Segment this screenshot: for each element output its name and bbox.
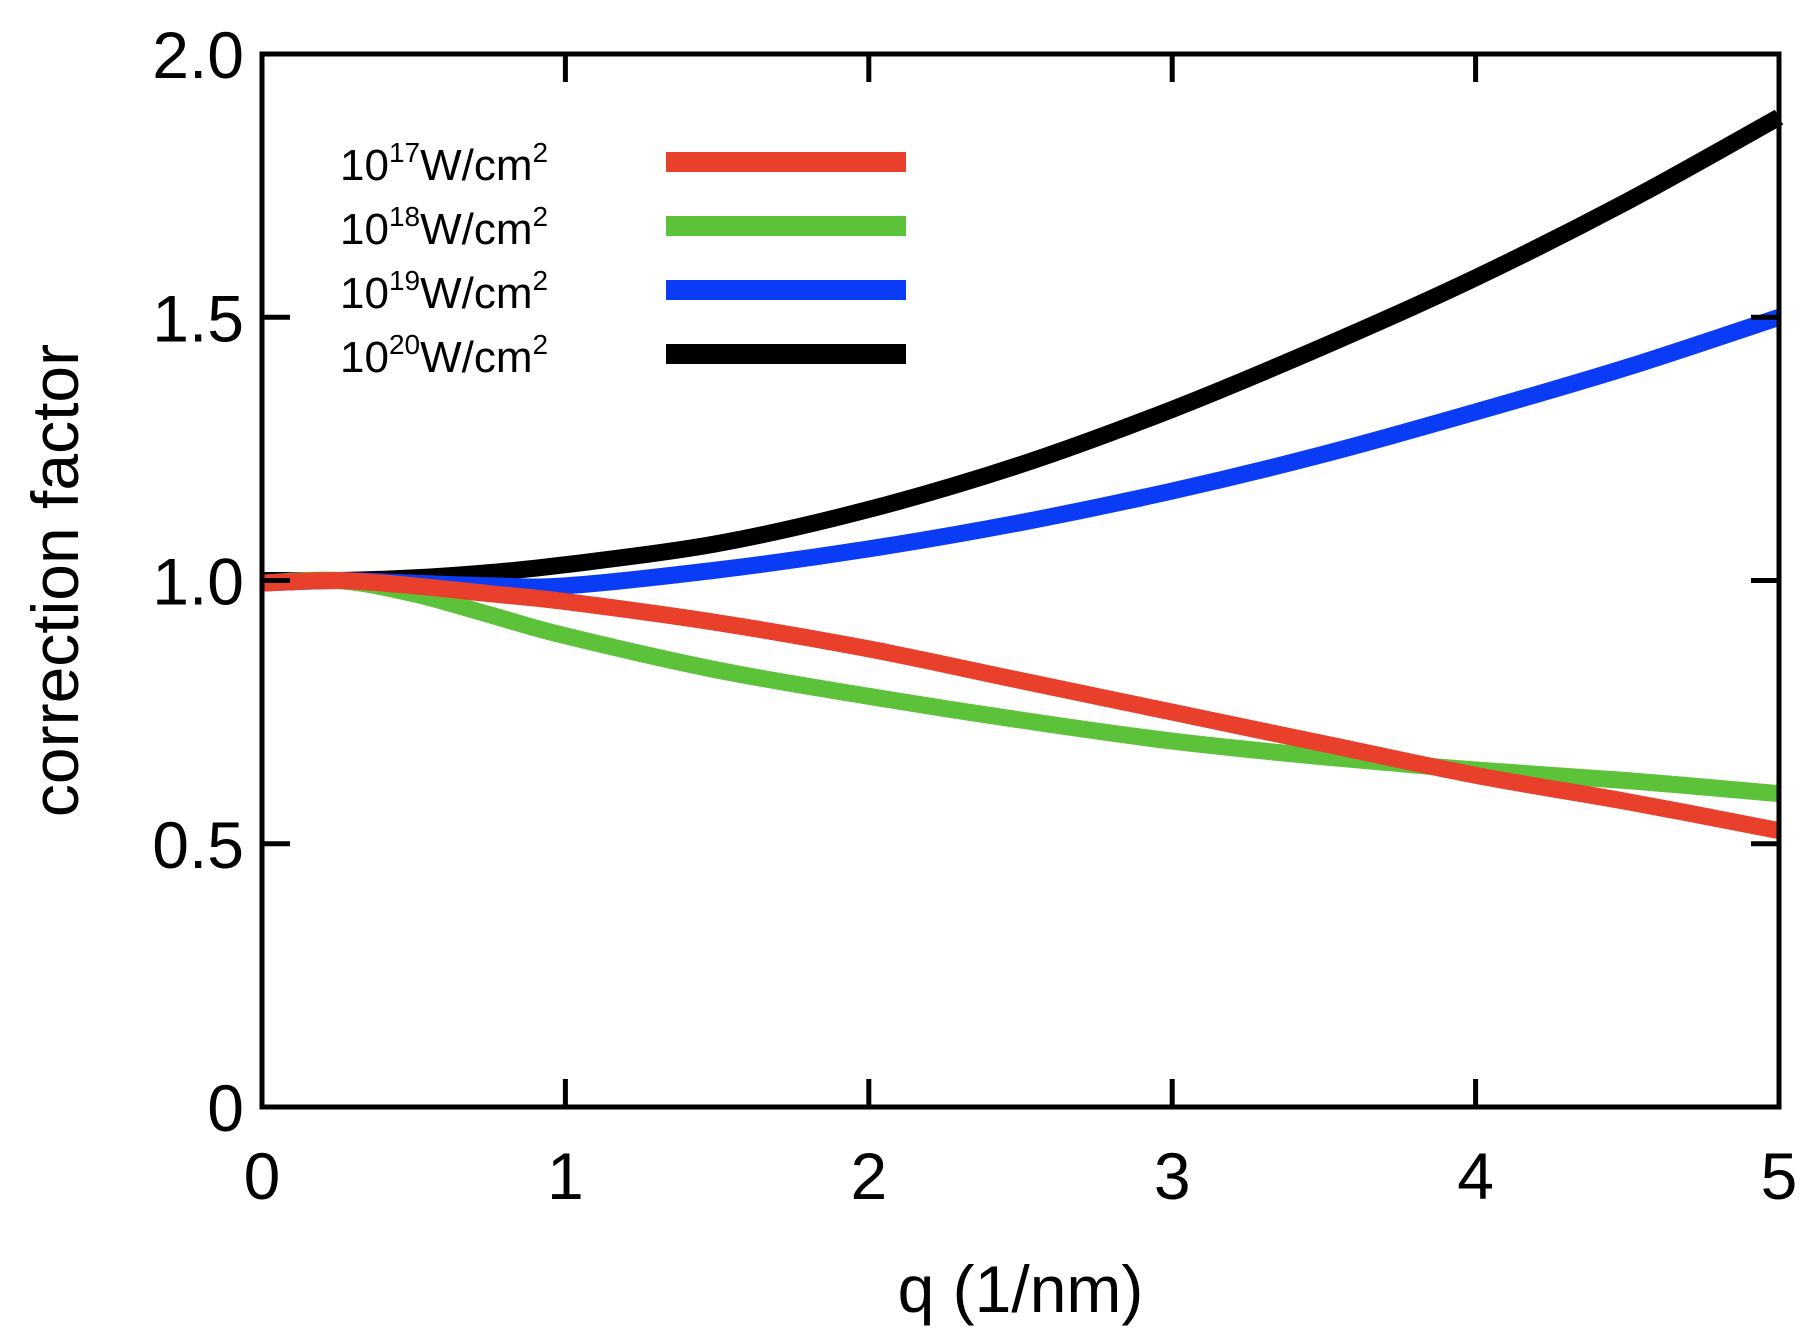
y-tick-label: 1.5 xyxy=(152,281,244,355)
y-tick-label: 2.0 xyxy=(152,18,244,92)
legend-entry: 1018W/cm2 xyxy=(340,201,906,254)
legend-label: 1020W/cm2 xyxy=(340,329,548,382)
x-tick-label: 0 xyxy=(244,1139,281,1213)
x-tick-label: 2 xyxy=(850,1139,887,1213)
x-axis-title: q (1/nm) xyxy=(898,1252,1144,1326)
legend-label: 1018W/cm2 xyxy=(340,201,548,254)
series-line-17 xyxy=(261,571,1781,839)
x-tick-label: 4 xyxy=(1457,1139,1494,1213)
x-tick-label: 5 xyxy=(1761,1139,1798,1213)
legend-label: 1019W/cm2 xyxy=(340,265,548,318)
y-axis-title: correction factor xyxy=(18,344,92,817)
x-tick-label: 3 xyxy=(1154,1139,1191,1213)
series-layer xyxy=(261,109,1784,839)
legend-entry: 1017W/cm2 xyxy=(340,137,906,190)
ticks-layer: 0 1 2 3 4 5 0 0.5 1.0 1.5 2.0 xyxy=(152,18,1797,1213)
x-tick-label: 1 xyxy=(547,1139,584,1213)
legend-entry: 1020W/cm2 xyxy=(340,329,906,382)
series-line-20 xyxy=(261,109,1784,590)
legend-entry: 1019W/cm2 xyxy=(340,265,906,318)
y-tick-label: 1.0 xyxy=(152,545,244,619)
y-tick-label: 0 xyxy=(207,1071,244,1145)
legend-label: 1017W/cm2 xyxy=(340,137,548,190)
legend: 1017W/cm2 1018W/cm2 1019W/cm2 1020W/cm2 xyxy=(340,137,906,382)
y-tick-label: 0.5 xyxy=(152,808,244,882)
